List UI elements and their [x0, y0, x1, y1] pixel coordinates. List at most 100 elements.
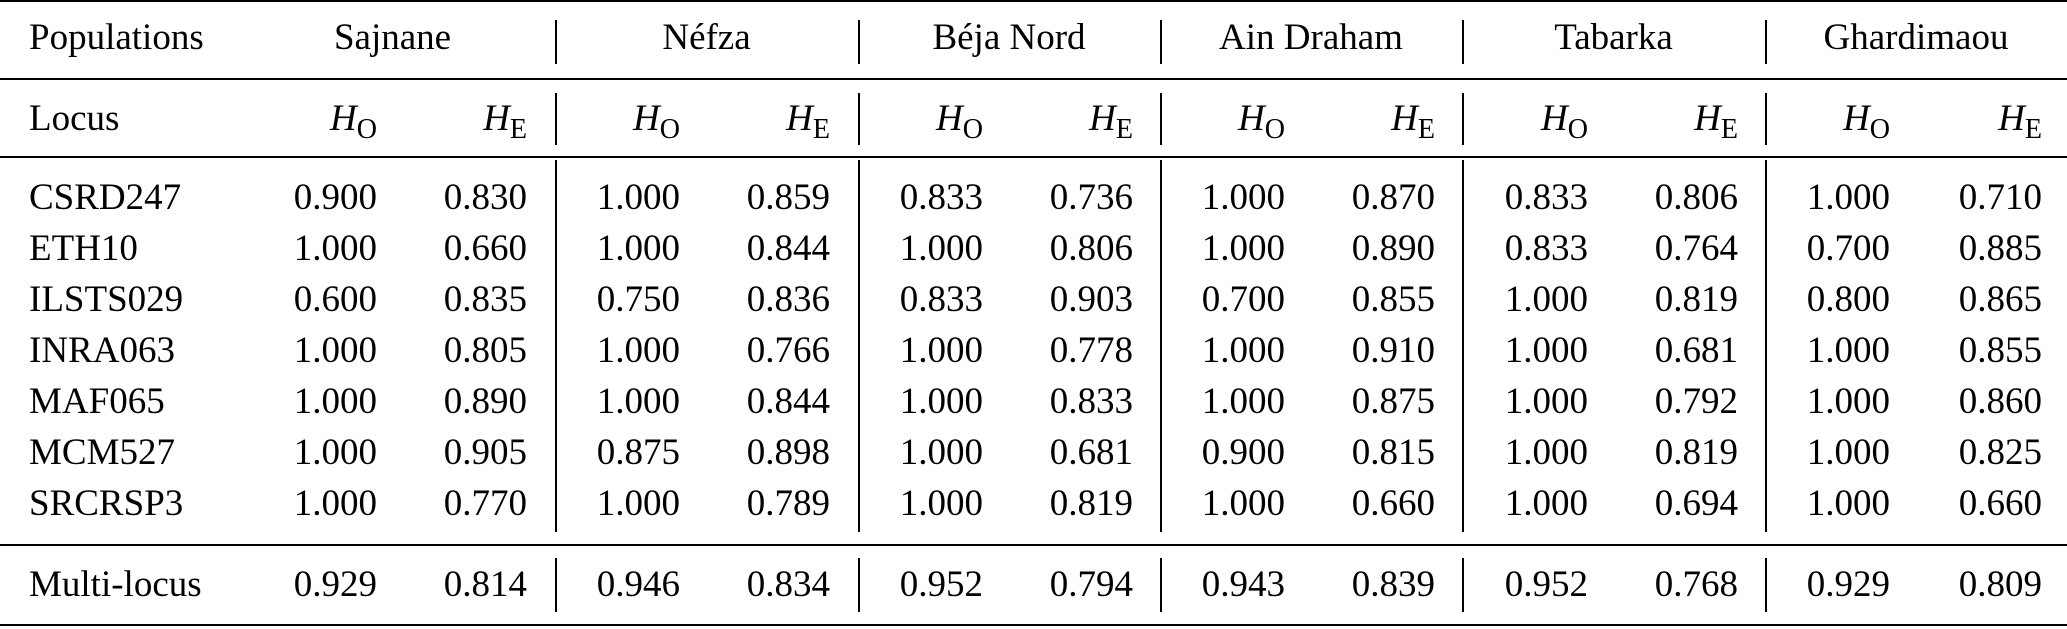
value-cell: 0.766	[746, 330, 830, 371]
value-cell: 0.700	[1201, 279, 1285, 320]
value-cell: 1.000	[1806, 177, 1890, 218]
value-cell: 0.814	[443, 564, 527, 605]
value-cell: 0.855	[1958, 330, 2042, 371]
value-cell: 0.875	[1351, 381, 1435, 422]
symbol-subscript: O	[1869, 114, 1890, 145]
value-cell: 0.819	[1654, 279, 1738, 320]
value-cell: 0.833	[1504, 177, 1588, 218]
value-cell: 1.000	[596, 381, 680, 422]
value-cell: 1.000	[1504, 381, 1588, 422]
column-separator	[555, 93, 557, 145]
symbol-subscript: E	[812, 114, 830, 145]
symbol-letter: H	[483, 98, 510, 139]
value-cell: 0.855	[1351, 279, 1435, 320]
column-separator	[1160, 160, 1162, 532]
value-cell: 1.000	[899, 483, 983, 524]
symbol-letter: H	[1391, 98, 1418, 139]
value-cell: 0.830	[443, 177, 527, 218]
value-cell: 1.000	[899, 330, 983, 371]
value-cell: 1.000	[899, 432, 983, 473]
ho-header: HO	[1498, 97, 1588, 144]
symbol-letter: H	[786, 98, 813, 139]
table-row-locus: CSRD247	[29, 177, 182, 218]
population-header: Béja Nord	[932, 17, 1086, 58]
population-header: Ghardimaou	[1823, 17, 2009, 58]
symbol-letter: H	[1238, 98, 1265, 139]
value-cell: 0.660	[1351, 483, 1435, 524]
value-cell: 0.809	[1958, 564, 2042, 605]
value-cell: 0.660	[1958, 483, 2042, 524]
value-cell: 0.750	[596, 279, 680, 320]
value-cell: 0.825	[1958, 432, 2042, 473]
symbol-letter: H	[1541, 98, 1568, 139]
ho-header: HO	[893, 97, 983, 144]
value-cell: 1.000	[1201, 330, 1285, 371]
value-cell: 0.600	[293, 279, 377, 320]
he-header: HE	[1043, 97, 1133, 144]
value-cell: 0.943	[1201, 564, 1285, 605]
value-cell: 1.000	[1201, 177, 1285, 218]
value-cell: 0.768	[1654, 564, 1738, 605]
he-header: HE	[740, 97, 830, 144]
value-cell: 1.000	[293, 330, 377, 371]
value-cell: 0.859	[746, 177, 830, 218]
symbol-letter: H	[1694, 98, 1721, 139]
he-header: HE	[437, 97, 527, 144]
symbol-subscript: E	[1417, 114, 1435, 145]
column-separator	[1765, 20, 1767, 64]
symbol-subscript: O	[659, 114, 680, 145]
symbol-subscript: O	[962, 114, 983, 145]
ho-header: HO	[287, 97, 377, 144]
ho-header: HO	[1195, 97, 1285, 144]
symbol-letter: H	[1998, 98, 2025, 139]
value-cell: 0.905	[443, 432, 527, 473]
table-row-locus: MAF065	[29, 381, 165, 422]
value-cell: 1.000	[1504, 432, 1588, 473]
value-cell: 1.000	[899, 381, 983, 422]
value-cell: 1.000	[596, 483, 680, 524]
value-cell: 0.860	[1958, 381, 2042, 422]
he-header: HE	[1648, 97, 1738, 144]
column-separator	[555, 160, 557, 532]
value-cell: 0.794	[1049, 564, 1133, 605]
value-cell: 1.000	[596, 228, 680, 269]
value-cell: 0.764	[1654, 228, 1738, 269]
column-separator	[858, 160, 860, 532]
table-rule	[0, 0, 2067, 2]
symbol-subscript: O	[1567, 114, 1588, 145]
column-separator	[1765, 93, 1767, 145]
value-cell: 0.660	[443, 228, 527, 269]
symbol-subscript: O	[1264, 114, 1285, 145]
value-cell: 0.890	[1351, 228, 1435, 269]
value-cell: 0.890	[443, 381, 527, 422]
value-cell: 0.903	[1049, 279, 1133, 320]
value-cell: 0.736	[1049, 177, 1133, 218]
table-rule	[0, 544, 2067, 546]
column-separator	[858, 93, 860, 145]
value-cell: 0.885	[1958, 228, 2042, 269]
value-cell: 0.806	[1654, 177, 1738, 218]
value-cell: 0.778	[1049, 330, 1133, 371]
value-cell: 1.000	[1504, 483, 1588, 524]
value-cell: 1.000	[1201, 228, 1285, 269]
value-cell: 0.815	[1351, 432, 1435, 473]
value-cell: 0.819	[1049, 483, 1133, 524]
symbol-letter: H	[1843, 98, 1870, 139]
table-rule	[0, 78, 2067, 80]
column-separator	[1462, 558, 1464, 612]
value-cell: 0.806	[1049, 228, 1133, 269]
table-row-locus: MCM527	[29, 432, 175, 473]
value-cell: 0.800	[1806, 279, 1890, 320]
symbol-subscript: E	[1720, 114, 1738, 145]
value-cell: 0.910	[1351, 330, 1435, 371]
value-cell: 1.000	[1504, 330, 1588, 371]
table-row-locus: INRA063	[29, 330, 175, 371]
symbol-letter: H	[1089, 98, 1116, 139]
symbol-subscript: E	[509, 114, 527, 145]
value-cell: 0.839	[1351, 564, 1435, 605]
value-cell: 0.865	[1958, 279, 2042, 320]
value-cell: 0.681	[1049, 432, 1133, 473]
value-cell: 0.834	[746, 564, 830, 605]
value-cell: 1.000	[596, 177, 680, 218]
